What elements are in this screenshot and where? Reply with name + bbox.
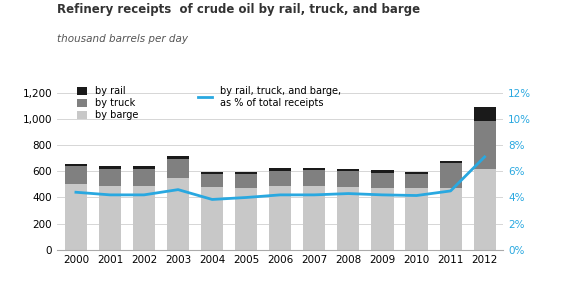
Bar — [99, 166, 121, 169]
Bar — [65, 164, 87, 166]
Bar — [474, 169, 496, 250]
Bar — [201, 172, 223, 174]
Bar — [371, 173, 394, 188]
Bar — [439, 163, 462, 188]
Bar — [337, 171, 359, 187]
Bar — [99, 169, 121, 186]
Bar — [167, 178, 189, 250]
Bar — [235, 188, 257, 250]
Bar — [269, 186, 291, 250]
Bar — [201, 174, 223, 187]
Bar — [439, 160, 462, 163]
Bar — [303, 186, 325, 250]
Bar — [337, 187, 359, 250]
Bar — [303, 170, 325, 186]
Text: Refinery receipts  of crude oil by rail, truck, and barge: Refinery receipts of crude oil by rail, … — [57, 3, 420, 16]
Bar — [167, 159, 189, 178]
Bar — [167, 156, 189, 159]
Bar — [201, 187, 223, 250]
Bar — [406, 188, 428, 250]
Bar — [474, 107, 496, 121]
Bar — [474, 121, 496, 169]
Bar — [303, 168, 325, 170]
Bar — [439, 188, 462, 250]
Bar — [406, 172, 428, 174]
Bar — [235, 174, 257, 188]
Bar — [406, 174, 428, 188]
Bar — [269, 168, 291, 171]
Legend: by rail, truck, and barge,
as % of total receipts: by rail, truck, and barge, as % of total… — [196, 84, 343, 110]
Bar — [133, 186, 155, 250]
Bar — [133, 169, 155, 186]
Text: thousand barrels per day: thousand barrels per day — [57, 34, 188, 44]
Bar — [99, 186, 121, 250]
Bar — [133, 166, 155, 169]
Bar — [235, 172, 257, 174]
Bar — [269, 171, 291, 186]
Bar — [65, 166, 87, 184]
Bar — [371, 170, 394, 173]
Bar — [371, 188, 394, 250]
Bar — [337, 169, 359, 171]
Bar — [65, 184, 87, 250]
